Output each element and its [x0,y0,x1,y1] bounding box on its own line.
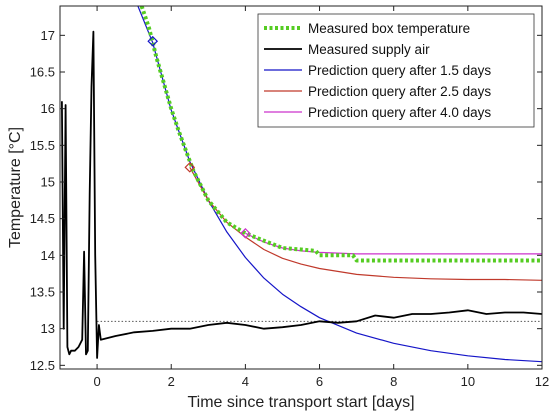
legend-label-3: Prediction query after 2.5 days [308,84,491,99]
y-tick-label: 13.5 [30,285,55,300]
series-line-0 [139,6,542,263]
query-marker-2 [240,227,251,239]
plot-area [61,6,542,363]
y-tick-label: 14 [41,248,55,263]
x-tick-label: 8 [390,374,397,389]
x-tick-label: 2 [168,374,175,389]
query-marker-1 [184,161,196,173]
legend-label-2: Prediction query after 1.5 days [308,63,491,78]
y-tick-label: 16.5 [30,65,55,80]
legend-box [257,13,535,128]
x-tick-label: 4 [242,374,249,389]
query-marker-0 [147,35,159,47]
legend-label-0: Measured box temperature [308,21,470,36]
y-tick-label: 12.5 [30,358,55,373]
y-axis-label: Temperature [°C] [7,127,24,248]
y-tick-label: 15 [41,175,55,190]
x-axis-label: Time since transport start [days] [187,394,414,411]
axes-box [59,5,543,370]
series-group [61,6,542,363]
x-tick-label: 12 [535,374,549,389]
series-line-4 [245,232,542,255]
legend-label-1: Measured supply air [308,42,430,57]
legend: Measured box temperature Measured supply … [257,13,535,128]
legend-label-4: Prediction query after 4.0 days [308,105,491,120]
x-tick-label: 6 [316,374,323,389]
y-tick-label: 14.5 [30,211,55,226]
y-tick-label: 16 [41,101,55,116]
y-tick-label: 13 [41,321,55,336]
series-line-1 [61,30,542,359]
y-tick-label: 17 [41,28,55,43]
y-tick-label: 15.5 [30,138,55,153]
x-tick-label: 10 [461,374,475,389]
x-tick-label: 0 [93,374,100,389]
axis-ticks: 0 2 4 6 8 10 12 12.5 13 13.5 14 14.5 15 15.5 16 16.5 17 [30,5,549,389]
